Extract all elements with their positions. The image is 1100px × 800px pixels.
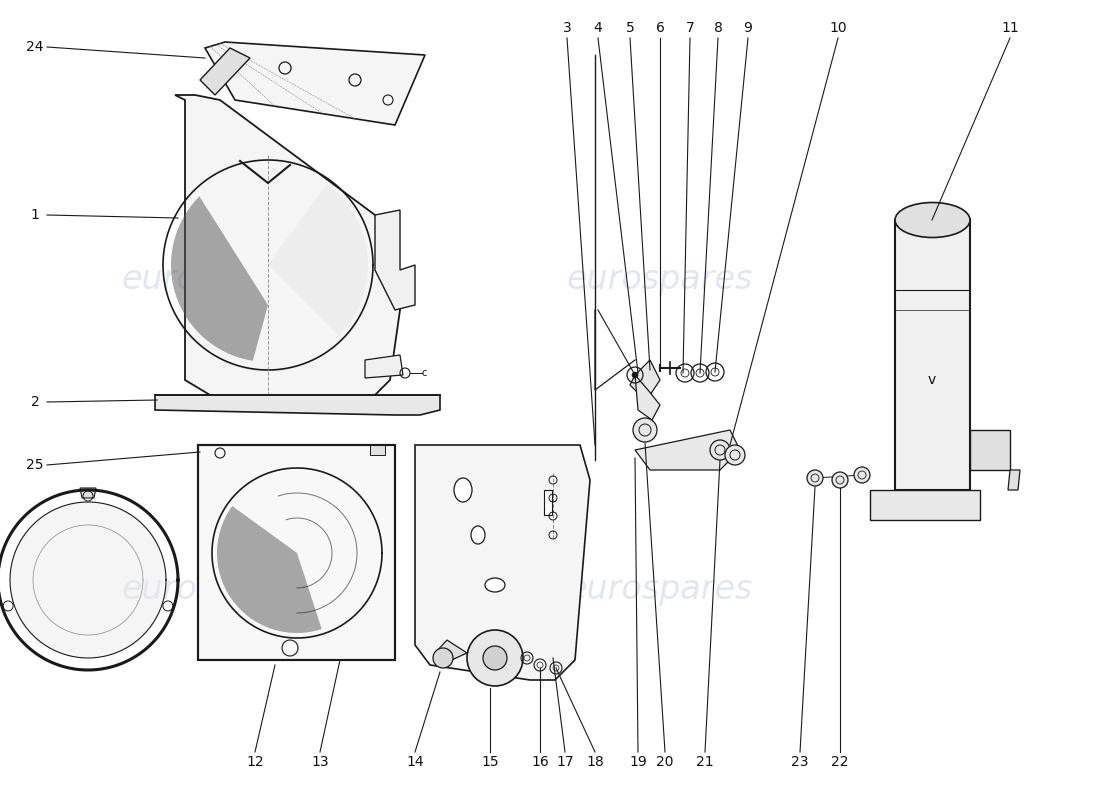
Ellipse shape (471, 526, 485, 544)
Polygon shape (365, 355, 403, 378)
Polygon shape (970, 430, 1010, 470)
Circle shape (725, 445, 745, 465)
Ellipse shape (895, 202, 970, 238)
Circle shape (832, 472, 848, 488)
Polygon shape (415, 445, 590, 680)
Polygon shape (635, 375, 660, 420)
Polygon shape (217, 506, 321, 633)
Text: eurospares: eurospares (566, 263, 754, 297)
Polygon shape (268, 184, 368, 336)
Text: 6: 6 (656, 21, 664, 35)
Text: 22: 22 (832, 755, 849, 769)
Text: 21: 21 (696, 755, 714, 769)
Text: 4: 4 (594, 21, 603, 35)
Text: 2: 2 (31, 395, 40, 409)
Polygon shape (434, 640, 468, 663)
Polygon shape (10, 502, 166, 658)
Text: v: v (928, 373, 936, 387)
Circle shape (710, 440, 730, 460)
Circle shape (632, 418, 657, 442)
Ellipse shape (454, 478, 472, 502)
Text: 20: 20 (657, 755, 673, 769)
Text: 9: 9 (744, 21, 752, 35)
Circle shape (433, 648, 453, 668)
Polygon shape (175, 95, 400, 400)
Text: 17: 17 (557, 755, 574, 769)
Polygon shape (205, 42, 425, 125)
Polygon shape (1008, 470, 1020, 490)
Polygon shape (895, 220, 970, 490)
Text: 23: 23 (791, 755, 808, 769)
Polygon shape (198, 445, 395, 660)
Circle shape (632, 372, 638, 378)
Text: 15: 15 (481, 755, 498, 769)
Text: 14: 14 (406, 755, 424, 769)
Text: 12: 12 (246, 755, 264, 769)
Text: 8: 8 (714, 21, 723, 35)
Text: 10: 10 (829, 21, 847, 35)
Text: 13: 13 (311, 755, 329, 769)
Text: 5: 5 (626, 21, 635, 35)
Polygon shape (870, 490, 980, 520)
Text: 1: 1 (31, 208, 40, 222)
Circle shape (807, 470, 823, 486)
Text: 7: 7 (685, 21, 694, 35)
Text: eurospares: eurospares (566, 574, 754, 606)
Polygon shape (370, 445, 385, 455)
Text: 25: 25 (26, 458, 44, 472)
Polygon shape (635, 430, 740, 470)
Ellipse shape (485, 578, 505, 592)
Circle shape (483, 646, 507, 670)
Polygon shape (170, 197, 268, 361)
Text: 18: 18 (586, 755, 604, 769)
Text: 11: 11 (1001, 21, 1019, 35)
Circle shape (854, 467, 870, 483)
Text: 16: 16 (531, 755, 549, 769)
Polygon shape (155, 395, 440, 415)
Polygon shape (375, 210, 415, 310)
Bar (544, 490, 552, 515)
Text: eurospares: eurospares (122, 574, 308, 606)
Polygon shape (630, 360, 660, 395)
Text: eurospares: eurospares (122, 263, 308, 297)
Circle shape (468, 630, 522, 686)
Text: c: c (421, 368, 427, 378)
Text: 24: 24 (26, 40, 44, 54)
Text: 3: 3 (562, 21, 571, 35)
Text: 19: 19 (629, 755, 647, 769)
Polygon shape (200, 48, 250, 95)
Polygon shape (80, 488, 96, 498)
